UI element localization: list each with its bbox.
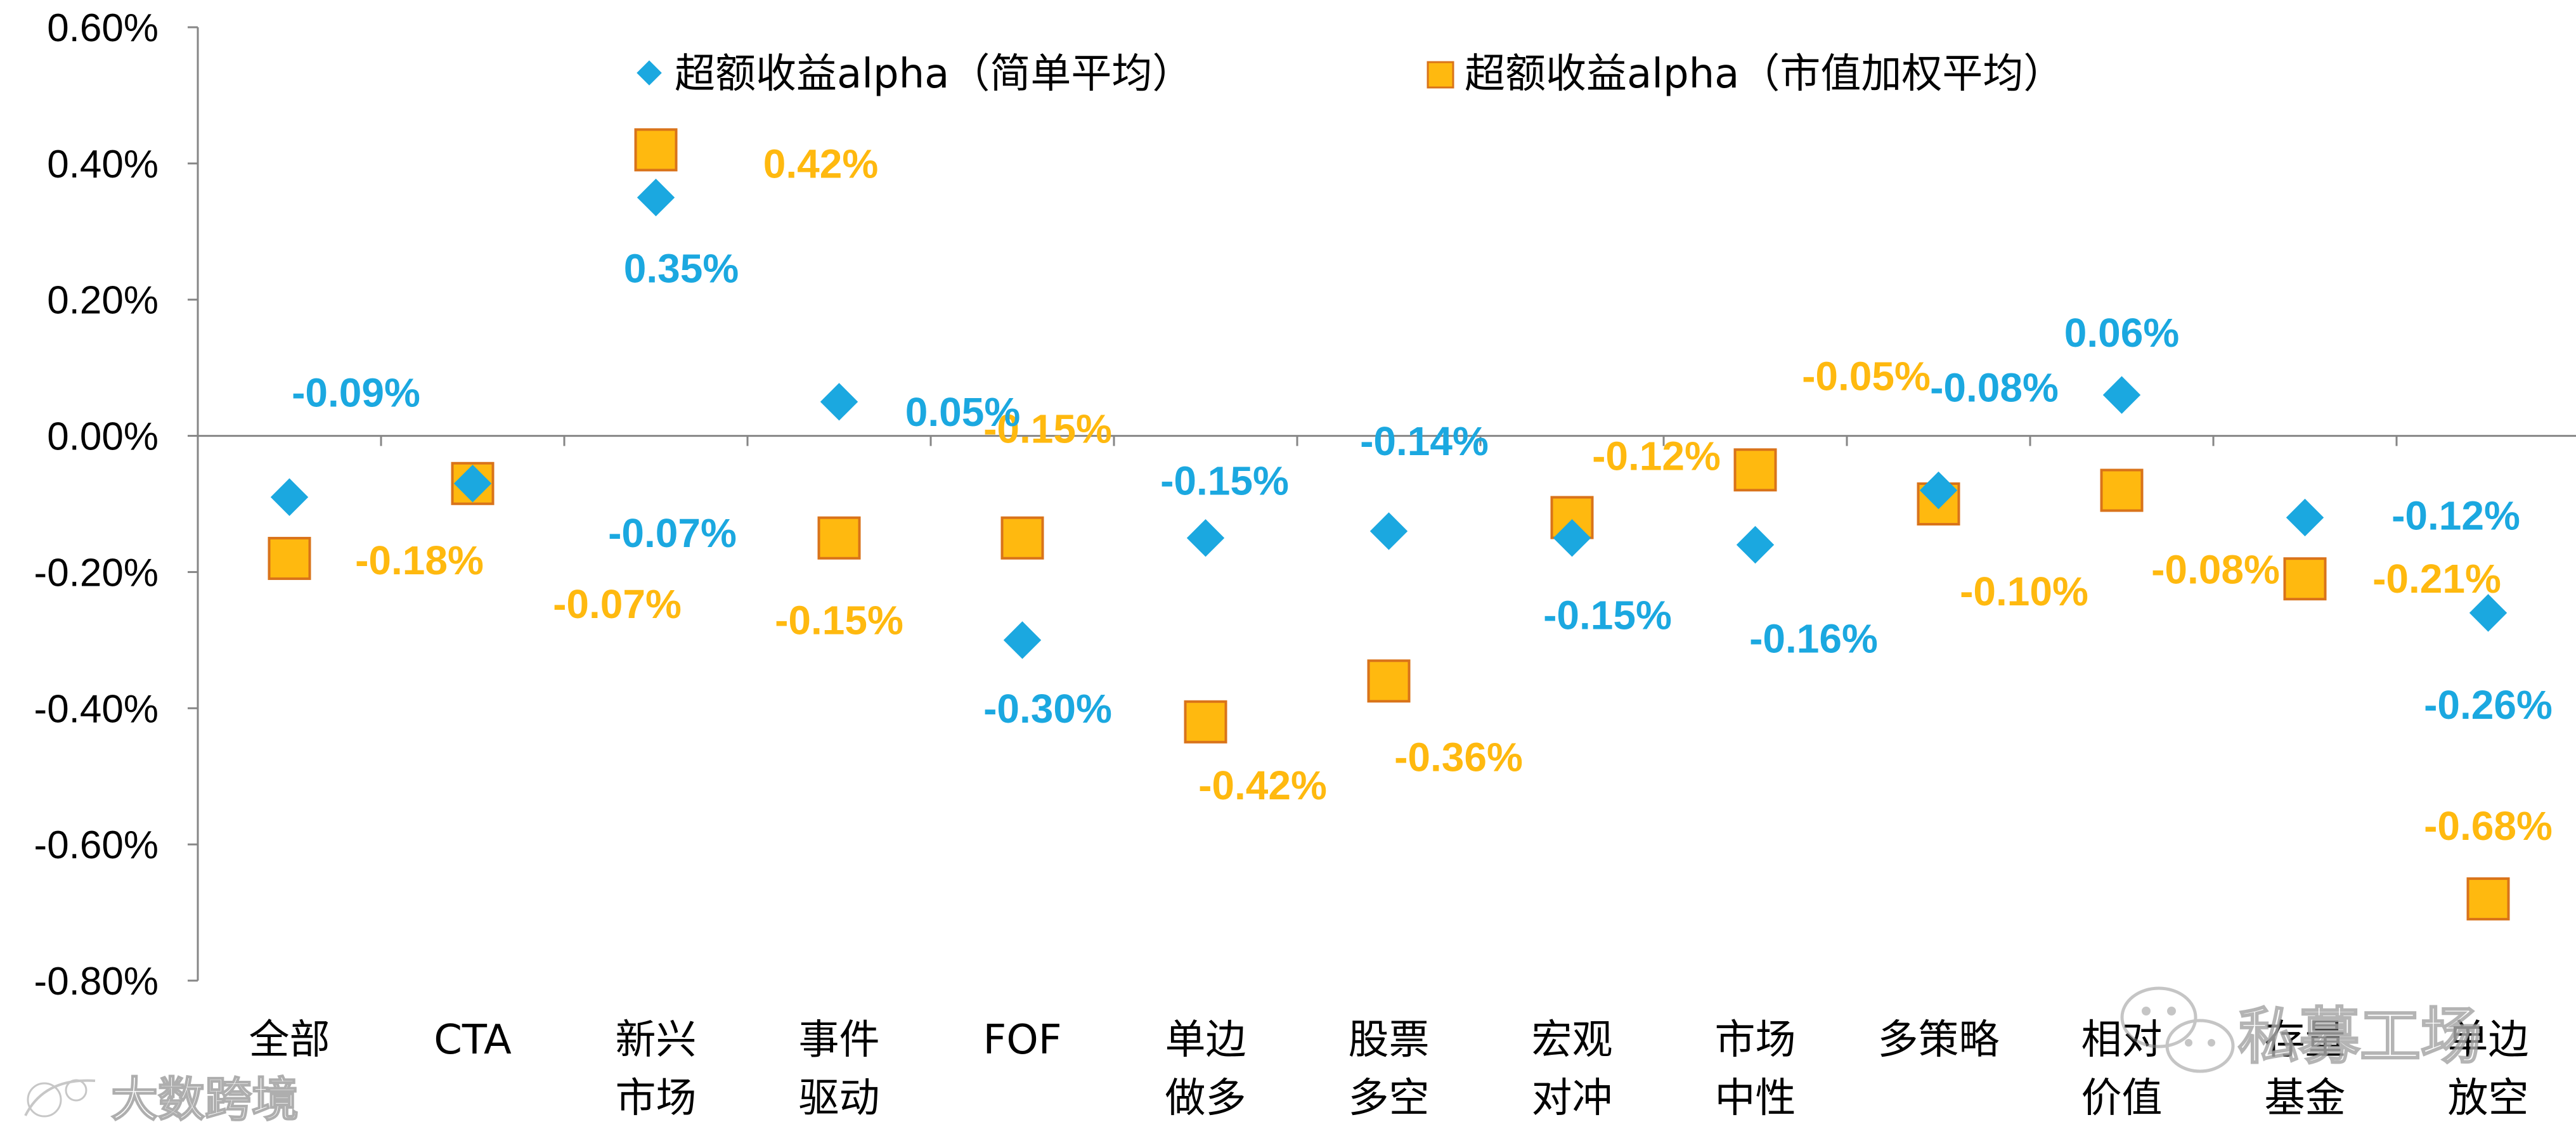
weighted-average-label: -0.07% [553,581,682,627]
simple-average-point [1736,525,1775,564]
simple-average-label: -0.16% [1749,616,1878,661]
simple-average-point [1369,512,1408,550]
simple-average-label: -0.26% [2424,682,2553,728]
x-tick-label: 股票多空 [1349,1017,1430,1122]
weighted-average-label: -0.15% [775,598,903,643]
weighted-average-label: -0.10% [1960,569,2088,614]
data-marks [268,128,2510,921]
x-tick-label: 新兴市场 [616,1017,697,1122]
x-tick-label: FOF [983,1017,1062,1064]
legend: 超额收益alpha（简单平均） 超额收益alpha（市值加权平均） [637,51,2064,98]
simple-average-point [820,383,858,421]
wechat-icon [2120,986,2235,1073]
watermarks: 大数跨境 私募工场 [24,986,2482,1128]
weighted-average-point [1733,448,1777,492]
weighted-average-label: -0.12% [1592,433,1721,479]
simple-average-point [2102,376,2141,414]
simple-average-label: -0.08% [1930,365,2059,411]
weighted-average-point [817,516,861,560]
simple-average-point [1186,519,1225,557]
simple-average-point [2469,594,2508,632]
weighted-average-point [268,536,311,580]
simple-average-label: -0.07% [608,510,737,556]
weighted-average-point [1184,700,1227,744]
x-tick-label: 事件驱动 [799,1017,880,1122]
watermark-logo-icon [24,1079,96,1119]
legend-label-weighted-average: 超额收益alpha（市值加权平均） [1465,51,2064,98]
y-tick-label: -0.40% [34,687,159,731]
weighted-average-point [2283,557,2327,601]
weighted-average-point [1000,516,1044,560]
weighted-average-label: -0.15% [983,406,1112,452]
legend-diamond-icon [637,60,662,86]
x-tick-label: 存量基金 [2265,1017,2346,1122]
simple-average-label: -0.15% [1543,593,1672,638]
weighted-average-point [634,128,678,172]
y-tick-label: -0.80% [34,960,159,1003]
weighted-average-point [1367,659,1411,703]
simple-average-label: -0.14% [1360,418,1489,464]
x-tick-label: 全部 [249,1017,330,1064]
simple-average-label: -0.12% [2392,493,2520,538]
weighted-average-point [2466,877,2510,921]
x-tick-label: 宏观对冲 [1532,1017,1613,1122]
legend-square-icon [1427,61,1454,89]
weighted-average-label: -0.68% [2424,803,2553,849]
y-tick-label: 0.60% [47,6,159,50]
weighted-average-label: -0.18% [355,538,484,583]
simple-average-point [1919,471,1958,510]
x-tick-label: 相对价值 [2081,1017,2163,1122]
weighted-average-label: -0.05% [1802,353,1931,399]
simple-average-label: 0.35% [624,246,739,292]
y-tick-label: -0.20% [34,551,159,595]
watermark-bottom-left: 大数跨境 [111,1073,299,1127]
simple-average-point [453,465,492,503]
y-tick-label: 0.20% [47,279,159,323]
simple-average-point [637,178,675,217]
x-tick-label: CTA [434,1017,512,1064]
x-tick-label: 单边放空 [2448,1017,2529,1122]
watermark-bottom-right: 私募工场 [2238,1001,2482,1072]
axes-layer: 0.60% 0.40% 0.20% 0.00% -0.20% -0.40% -0.60% -0… [34,6,2576,1122]
y-tick-label: 0.00% [47,415,159,459]
weighted-average-point [2100,468,2144,512]
simple-average-point [1553,519,1591,557]
simple-average-label: 0.06% [2064,310,2179,356]
weighted-average-label: -0.08% [2151,547,2280,593]
y-tick-label: 0.40% [47,143,159,186]
weighted-average-label: 0.42% [763,141,878,186]
data-labels: -0.18% -0.07% 0.42% -0.15% -0.15% -0.42% -0.36… [292,141,2553,849]
weighted-average-label: -0.42% [1198,763,1327,808]
x-tick-label: 多策略 [1878,1017,2000,1064]
simple-average-point [270,478,309,516]
x-tick-label: 市场中性 [1715,1017,1796,1122]
simple-average-label: -0.15% [1160,458,1289,504]
simple-average-point [2286,498,2324,537]
weighted-average-label: -0.36% [1394,734,1523,780]
weighted-average-label: -0.21% [2372,556,2501,602]
simple-average-label: -0.09% [292,370,420,415]
simple-average-label: -0.30% [983,686,1112,732]
x-tick-label: 单边做多 [1165,1017,1246,1122]
simple-average-point [1003,621,1042,659]
simple-average-label: 0.05% [905,389,1020,435]
legend-label-simple-average: 超额收益alpha（简单平均） [675,51,1193,98]
y-tick-label: -0.60% [34,823,159,867]
